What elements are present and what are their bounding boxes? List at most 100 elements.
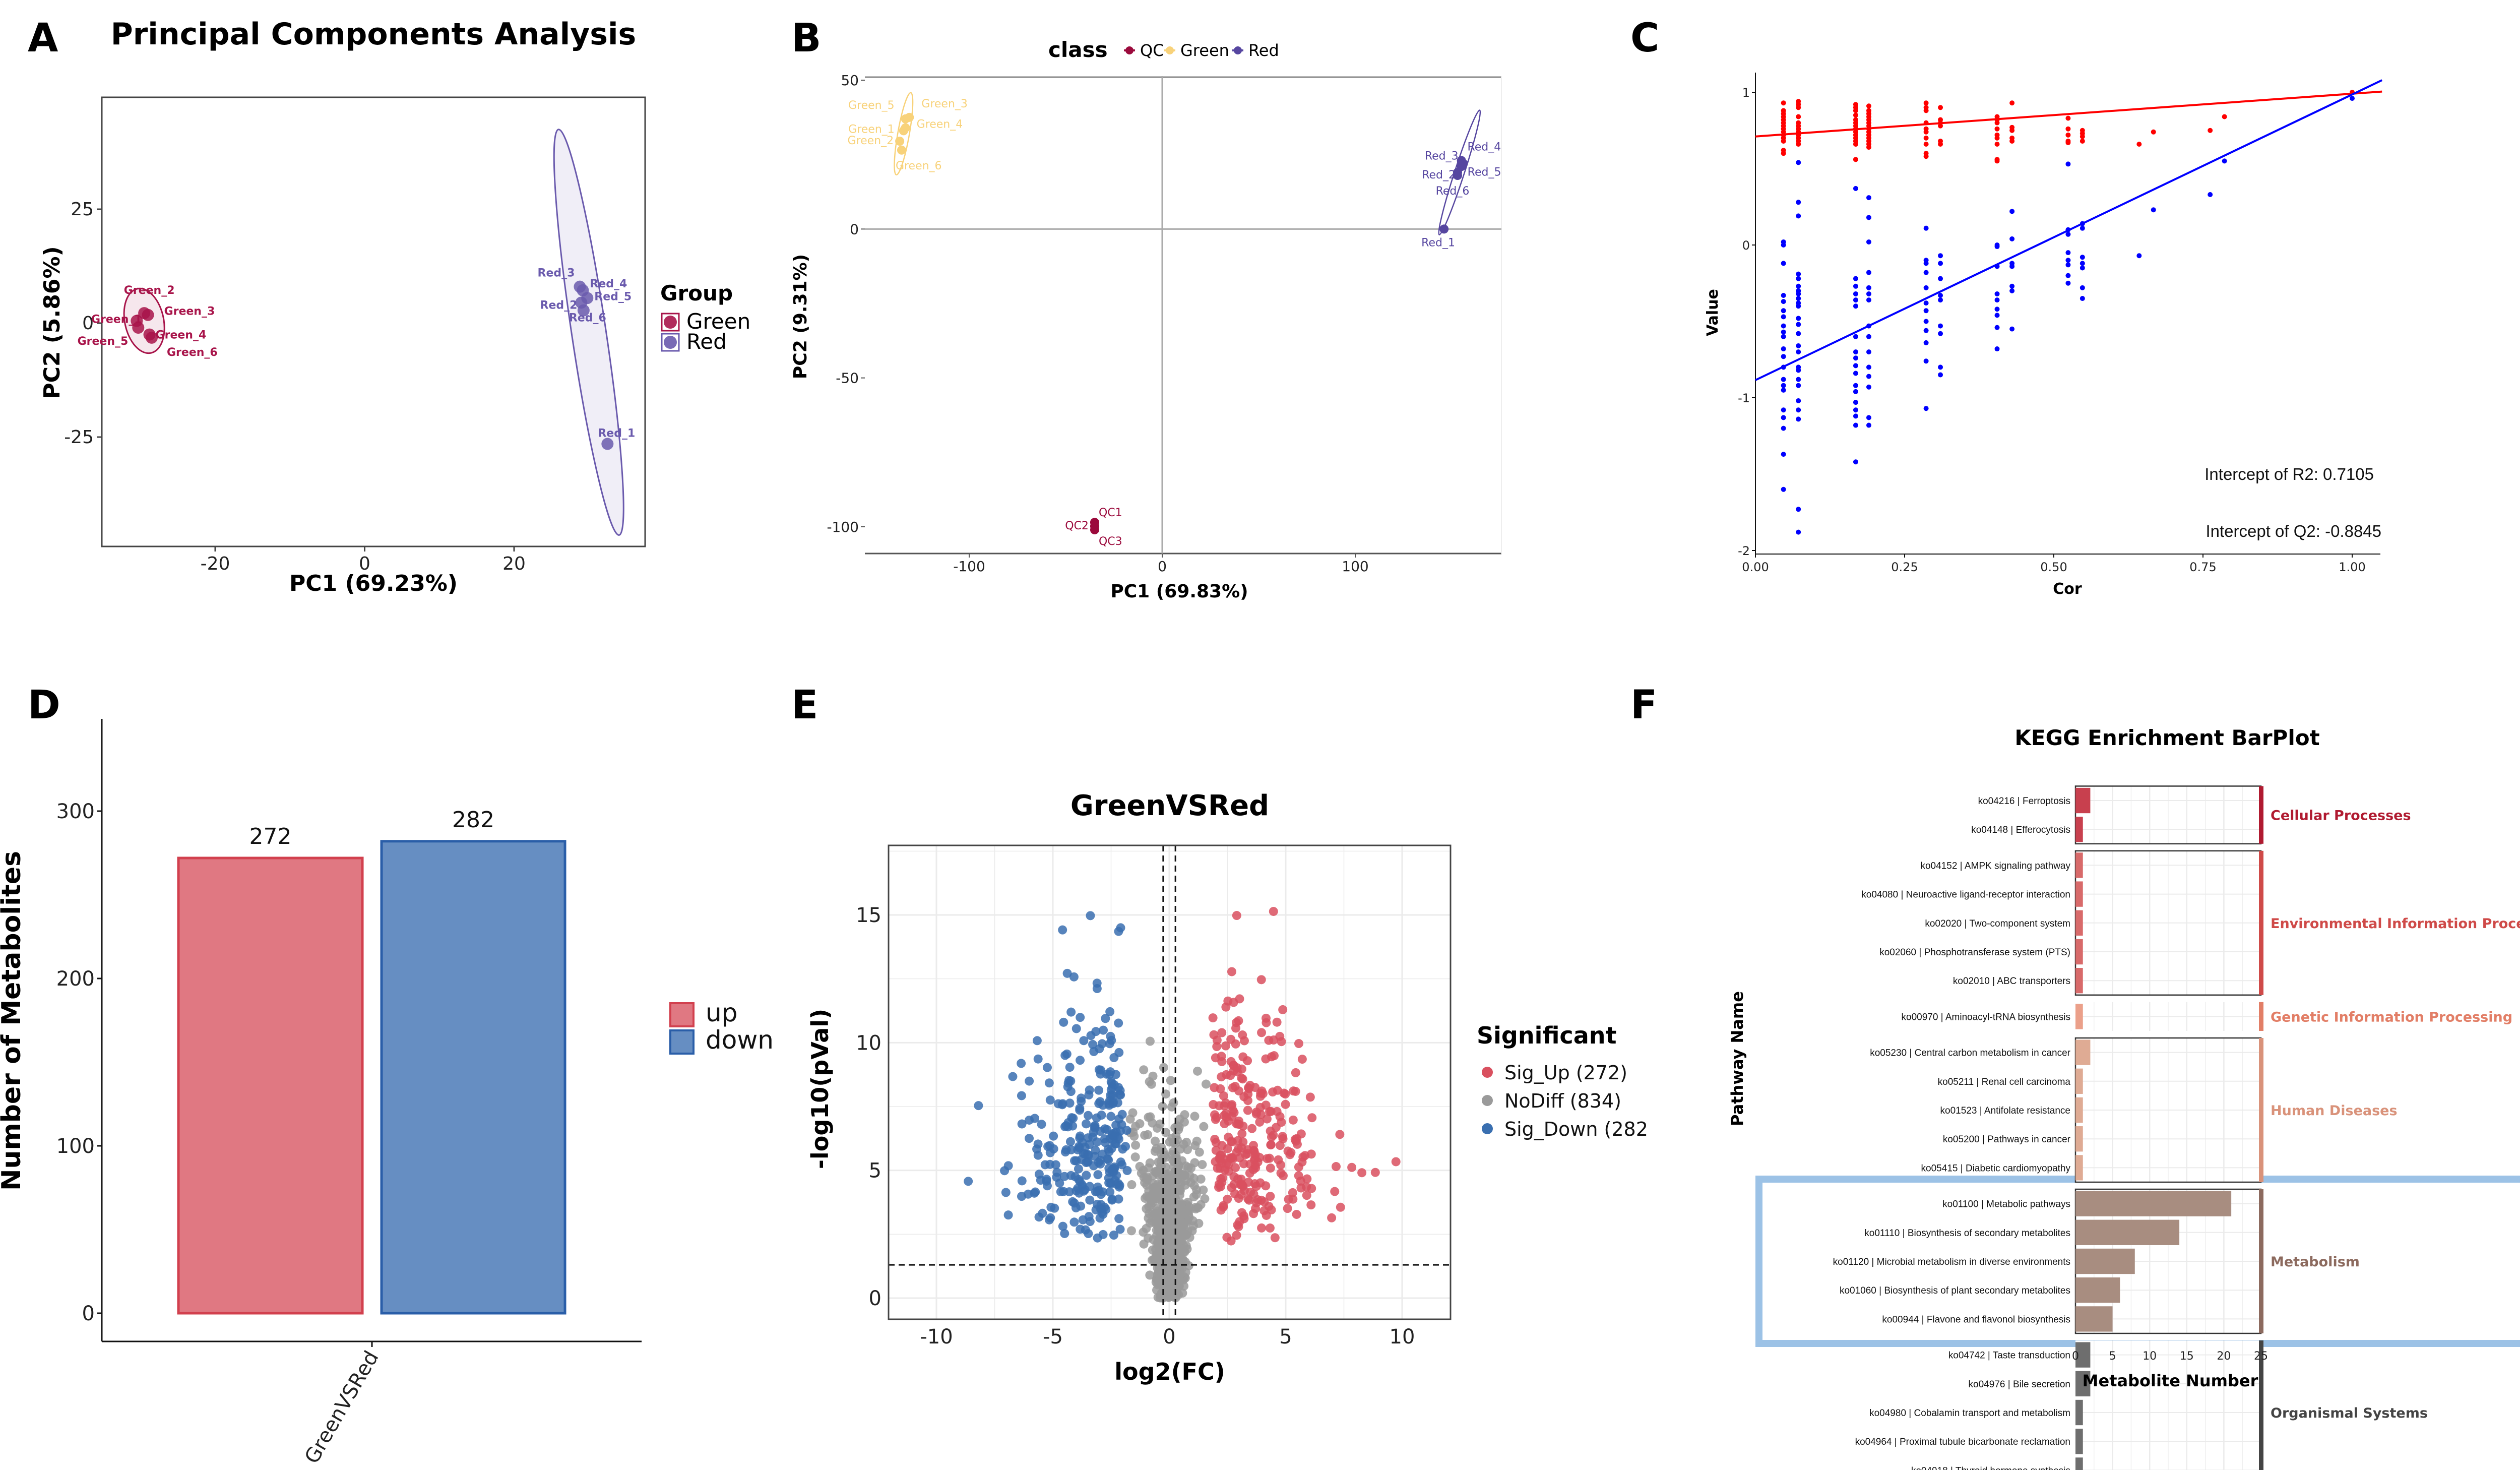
data-point bbox=[1853, 459, 1858, 465]
data-point-sig_down bbox=[1099, 1025, 1108, 1035]
legend-label: Sig_Up (272) bbox=[1504, 1062, 1627, 1084]
pathway-bar bbox=[2075, 1371, 2091, 1396]
data-point bbox=[1781, 292, 1786, 298]
data-point-nodiff bbox=[1145, 1270, 1155, 1280]
pathway-label: ko02010 | ABC transporters bbox=[1953, 976, 2070, 987]
data-point-sig_up bbox=[1335, 1130, 1345, 1139]
data-point-sig_up bbox=[1288, 1115, 1298, 1125]
data-point-nodiff bbox=[1148, 1071, 1158, 1081]
data-point-sig_up bbox=[1261, 1181, 1271, 1191]
data-point-nodiff bbox=[1163, 1279, 1172, 1289]
regression-line bbox=[1755, 79, 2383, 381]
data-point-nodiff bbox=[1201, 1079, 1211, 1089]
data-point-sig_down bbox=[1017, 1059, 1026, 1068]
data-point-sig_up bbox=[1227, 967, 1236, 976]
data-point-sig_down bbox=[1059, 1187, 1068, 1196]
data-point-nodiff bbox=[1154, 1214, 1164, 1224]
data-point-sig_down bbox=[1109, 1231, 1118, 1240]
data-point bbox=[2065, 250, 2071, 256]
data-point bbox=[1866, 145, 1871, 150]
annotation-r2-intercept: Intercept of R2: 0.7105 bbox=[2204, 465, 2374, 483]
data-point bbox=[1938, 276, 1943, 281]
point-label: Green_3 bbox=[164, 305, 215, 318]
data-point bbox=[1866, 215, 1871, 220]
data-point bbox=[1994, 158, 2000, 164]
data-point-nodiff bbox=[1194, 1147, 1204, 1157]
data-point-nodiff bbox=[1145, 1158, 1155, 1168]
volcano-plot-e: GreenVSRed -10 -5 0 5 10 0 5 10 15 log2(FC) -log… bbox=[806, 789, 1648, 1385]
y-axis-label-c: Value bbox=[1704, 289, 1722, 336]
data-point-nodiff bbox=[1170, 1233, 1179, 1243]
pathway-label: ko04080 | Neuroactive ligand-receptor in… bbox=[1861, 890, 2070, 900]
data-point-sig_down bbox=[1084, 1090, 1094, 1099]
confidence-ellipse bbox=[553, 129, 624, 536]
data-point-sig_up bbox=[1255, 1102, 1265, 1112]
data-point-sig_down bbox=[1092, 1137, 1102, 1147]
data-point bbox=[1853, 371, 1858, 376]
data-point bbox=[1938, 253, 1943, 259]
pathway-label: ko01110 | Biosynthesis of secondary meta… bbox=[1864, 1228, 2070, 1239]
data-point-sig_down bbox=[1025, 1076, 1034, 1086]
data-point-sig_up bbox=[1259, 1206, 1269, 1215]
x-tick-label: 25 bbox=[2254, 1350, 2268, 1363]
data-point bbox=[1853, 291, 1858, 296]
pathway-label: ko04152 | AMPK signaling pathway bbox=[1920, 861, 2070, 871]
y-tick-label: 10 bbox=[856, 1031, 881, 1055]
data-point-sig_up bbox=[1216, 1084, 1225, 1093]
regression-line bbox=[1755, 90, 2382, 138]
data-point-sig_up bbox=[1243, 1106, 1252, 1115]
data-point-sig_up bbox=[1331, 1162, 1341, 1172]
data-point-sig_down bbox=[1095, 1213, 1105, 1223]
data-point bbox=[2080, 265, 2085, 271]
y-tick-label: 50 bbox=[841, 72, 859, 89]
data-point-sig_down bbox=[1105, 1187, 1115, 1197]
data-point bbox=[1923, 300, 1929, 306]
category-strip bbox=[2259, 850, 2263, 995]
data-point bbox=[1781, 334, 1786, 339]
point-label: Green_1 bbox=[848, 123, 895, 136]
data-point bbox=[1781, 377, 1786, 382]
data-point-nodiff bbox=[1162, 1271, 1172, 1280]
data-point-sig_down bbox=[1045, 1095, 1055, 1105]
data-point bbox=[1796, 276, 1801, 281]
y-axis-label-f: Pathway Name bbox=[1728, 991, 1747, 1126]
data-point bbox=[1781, 354, 1786, 359]
data-point-sig_up bbox=[1239, 1036, 1249, 1046]
data-point-sig_down bbox=[1086, 1031, 1096, 1040]
data-point-sig_down bbox=[1036, 1176, 1045, 1185]
data-point-sig_down bbox=[1072, 1024, 1081, 1033]
data-point-nodiff bbox=[1184, 1212, 1194, 1222]
data-point-sig_down bbox=[1030, 1114, 1040, 1123]
confidence-ellipse bbox=[894, 92, 914, 176]
data-point-sig_up bbox=[1228, 1083, 1237, 1092]
data-point bbox=[1866, 239, 1871, 244]
data-point-sig_down bbox=[1079, 1036, 1089, 1046]
data-point bbox=[1853, 383, 1858, 388]
data-point-nodiff bbox=[1174, 1160, 1183, 1170]
data-point-nodiff bbox=[1180, 1110, 1189, 1120]
data-point-sig_up bbox=[1247, 1124, 1257, 1133]
data-point-sig_down bbox=[1060, 1051, 1070, 1060]
data-point bbox=[1853, 157, 1858, 162]
data-point-sig_down bbox=[974, 1101, 983, 1111]
legend-marker bbox=[664, 316, 677, 329]
data-point bbox=[1923, 100, 1929, 106]
data-point-sig_up bbox=[1233, 1136, 1242, 1145]
point-label: Green_2 bbox=[124, 284, 175, 297]
pathway-bar bbox=[2075, 1155, 2083, 1181]
data-point bbox=[2065, 132, 2071, 138]
data-point-sig_up bbox=[1266, 1192, 1275, 1201]
data-point-sig_down bbox=[1065, 1137, 1075, 1146]
data-point-sig_down bbox=[1033, 1150, 1043, 1160]
data-point-nodiff bbox=[1199, 1122, 1209, 1131]
data-point bbox=[1866, 364, 1871, 370]
data-point-sig_down bbox=[1107, 1195, 1117, 1205]
data-point bbox=[1781, 314, 1786, 320]
pathway-label: ko04976 | Bile secretion bbox=[1969, 1379, 2070, 1390]
data-point bbox=[1853, 283, 1858, 289]
data-point bbox=[2080, 138, 2085, 144]
data-point-sig_down bbox=[1116, 923, 1125, 933]
data-point bbox=[2065, 273, 2071, 278]
data-point bbox=[2065, 161, 2071, 167]
y-tick-label: -25 bbox=[64, 427, 94, 448]
